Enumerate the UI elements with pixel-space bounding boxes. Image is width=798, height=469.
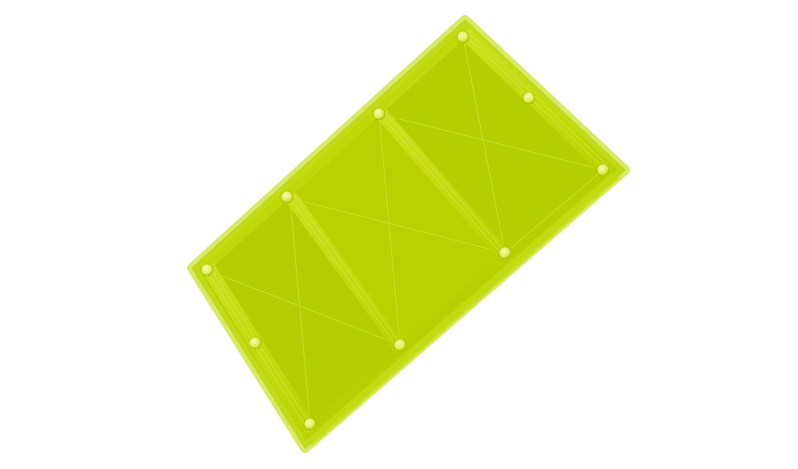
- screw-hole-6: [280, 190, 294, 204]
- ribs: [198, 26, 620, 446]
- rib-stripes: [203, 29, 613, 434]
- screw-hole-1: [456, 30, 470, 44]
- screw-hole-7: [393, 338, 407, 352]
- panel-left: [207, 198, 400, 422]
- screw-hole-4: [372, 107, 386, 121]
- rib-lower-edge: [305, 172, 620, 446]
- rib-1: [283, 192, 407, 353]
- panel-right: [379, 37, 603, 253]
- screw-hole-9: [248, 336, 262, 350]
- plate-rim: [187, 15, 630, 453]
- rib-2: [373, 109, 511, 259]
- panel-middle: [290, 114, 505, 345]
- rib-upper-edge: [198, 26, 470, 272]
- screw-hole-8: [200, 263, 214, 277]
- screw-hole-10: [303, 417, 317, 431]
- screw-hole-3: [596, 163, 610, 177]
- rib-top: [458, 28, 616, 176]
- screw-hole-5: [498, 246, 512, 260]
- screw-hole-2: [522, 91, 536, 105]
- screw-holes: [200, 30, 610, 431]
